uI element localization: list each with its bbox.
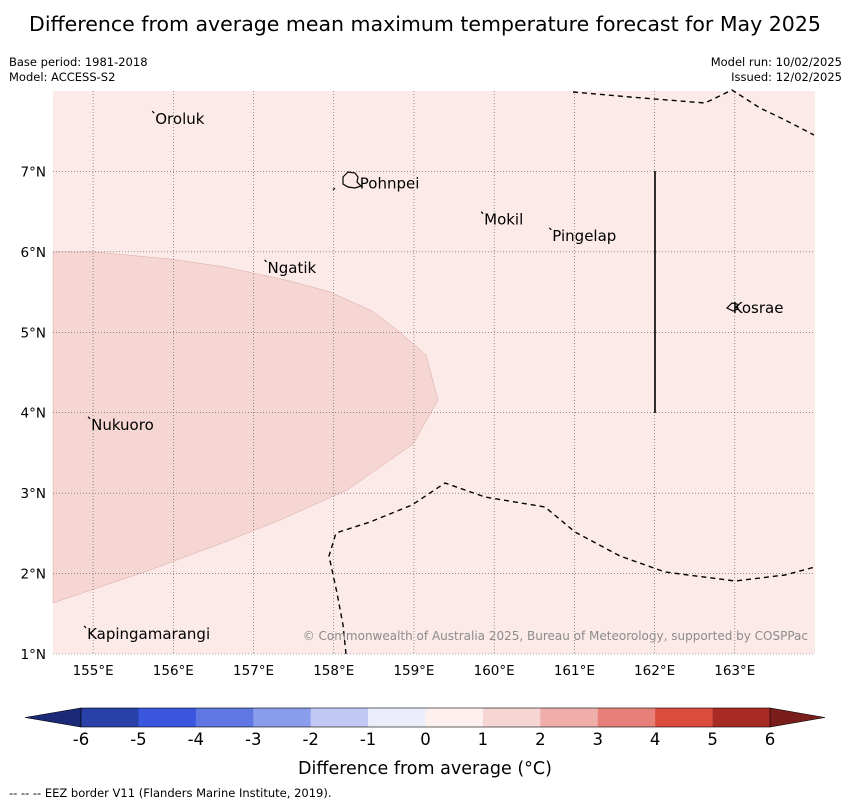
colorbar-tick-label: 4 — [650, 730, 661, 749]
model-run: Model run: 10/02/2025 — [710, 55, 842, 69]
colorbar-tick-label: -5 — [130, 730, 146, 749]
colorbar-tick-label: 6 — [765, 730, 776, 749]
lon-tick-label: 162°E — [634, 663, 675, 679]
lon-tick-label: 161°E — [554, 663, 595, 679]
colorbar-label: Difference from average (°C) — [298, 759, 552, 779]
place-label-pingelap: Pingelap — [552, 227, 616, 245]
colorbar-swatch — [368, 708, 426, 727]
lat-tick-label: 2°N — [21, 567, 46, 583]
lon-tick-label: 160°E — [474, 663, 515, 679]
place-label-kapingamarangi: Kapingamarangi — [87, 625, 210, 643]
colorbar-swatch — [195, 708, 254, 727]
lat-tick-label: 1°N — [21, 647, 46, 663]
lat-tick-label: 4°N — [21, 406, 46, 422]
colorbar-swatch — [655, 708, 713, 727]
lat-tick-label: 3°N — [21, 486, 46, 502]
islet-marker — [151, 110, 155, 114]
island-outlines — [332, 171, 739, 312]
colorbar-tick-label: -4 — [188, 730, 204, 749]
lon-tick-label: 163°E — [714, 663, 755, 679]
lon-tick-label: 155°E — [73, 663, 114, 679]
islet-marker — [83, 625, 87, 629]
colorbar-tick-label: -2 — [302, 730, 318, 749]
colorbar-tick-label: -6 — [73, 730, 89, 749]
colorbar-swatch — [597, 708, 656, 727]
colorbar-tick-label: 5 — [707, 730, 718, 749]
anomaly-region-1-to-2 — [52, 251, 439, 604]
islet-marker — [548, 227, 552, 231]
colorbar-swatch — [138, 708, 197, 727]
colorbar-tick-label: -3 — [245, 730, 261, 749]
colorbar-swatch — [540, 708, 599, 727]
colorbar-swatch — [712, 708, 771, 727]
place-label-mokil: Mokil — [484, 211, 523, 229]
place-labels: Oroluk Pohnpei Mokil Pingelap Ngatik Kosrae Nu… — [87, 110, 783, 643]
lon-tick-label: 157°E — [233, 663, 274, 679]
colorbar-tick-label: 2 — [535, 730, 546, 749]
colorbar-tick-label: 0 — [420, 730, 431, 749]
eez-border-south — [328, 482, 816, 655]
issued-date: Issued: 12/02/2025 — [731, 70, 842, 84]
place-label-pohnpei: Pohnpei — [360, 174, 420, 192]
eez-footnote: -- -- -- EEZ border V11 (Flanders Marine… — [9, 786, 332, 800]
colorbar-swatch — [425, 708, 484, 727]
place-label-oroluk: Oroluk — [155, 110, 204, 128]
colorbar-swatch — [482, 708, 541, 727]
islet-marker — [264, 259, 267, 263]
model-name: Model: ACCESS-S2 — [9, 70, 116, 84]
colorbar-over-arrow — [769, 707, 826, 728]
place-label-ngatik: Ngatik — [268, 259, 317, 277]
lon-tick-label: 158°E — [313, 663, 354, 679]
colorbar-tick-label: 3 — [593, 730, 604, 749]
meta-right: Model run: 10/02/2025 Issued: 12/02/2025 — [711, 55, 842, 85]
kosrae-island — [725, 302, 739, 312]
lat-tick-label: 5°N — [21, 325, 46, 341]
lon-tick-label: 156°E — [153, 663, 194, 679]
eez-borders — [328, 89, 816, 655]
colorbar-swatch — [81, 708, 139, 727]
base-period: Base period: 1981-2018 — [9, 55, 148, 69]
colorbar-swatch — [310, 708, 369, 727]
copyright-credit: © Commonwealth of Australia 2025, Bureau… — [303, 629, 808, 643]
colorbar-tick-label: 1 — [478, 730, 489, 749]
colorbar-swatch — [253, 708, 311, 727]
place-label-nukuoro: Nukuoro — [91, 416, 154, 434]
latitude-tick-labels: 1°N 2°N 3°N 4°N 5°N 6°N 7°N — [21, 164, 46, 663]
pohnpei-island — [342, 171, 363, 189]
eez-border-north — [572, 89, 815, 136]
colorbar-under-arrow — [24, 707, 82, 728]
lat-tick-label: 7°N — [21, 164, 46, 180]
map-title: Difference from average mean maximum tem… — [29, 12, 821, 36]
place-label-kosrae: Kosrae — [733, 299, 784, 317]
lat-tick-label: 6°N — [21, 245, 46, 261]
lon-tick-label: 159°E — [393, 663, 434, 679]
islet-markers — [83, 110, 552, 629]
colorbar-tick-label: -1 — [360, 730, 376, 749]
ant-atoll — [332, 187, 336, 191]
longitude-tick-labels: 155°E 156°E 157°E 158°E 159°E 160°E 161°E 162°E… — [73, 663, 756, 679]
meta-left: Base period: 1981-2018 Model: ACCESS-S2 — [9, 55, 148, 85]
islet-marker — [480, 211, 484, 215]
colorbar-frame — [80, 707, 771, 728]
colorbar: -6 -5 -4 -3 -2 -1 0 1 2 3 4 5 6 — [24, 707, 826, 749]
islet-marker — [87, 416, 91, 420]
